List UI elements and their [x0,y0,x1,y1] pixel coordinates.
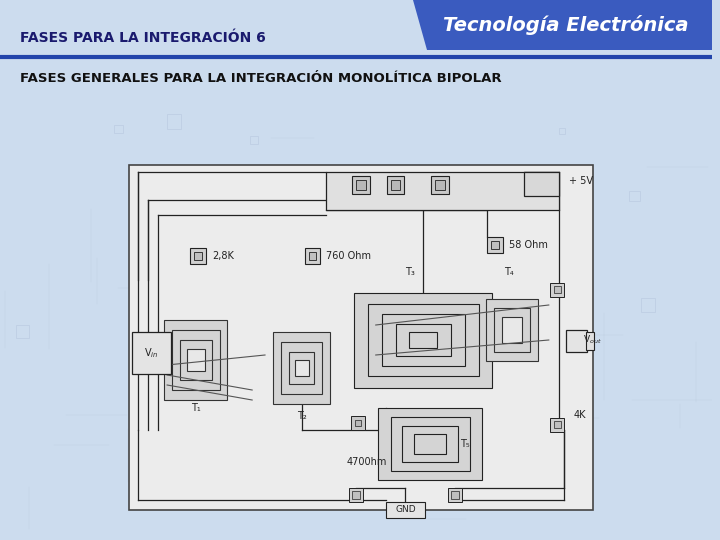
Bar [387,176,405,194]
Bar [172,330,220,390]
Text: T₁: T₁ [191,403,201,413]
Bar [352,176,370,194]
Bar [355,420,361,426]
Bar [448,488,462,502]
Bar [326,172,559,210]
Bar [586,332,594,350]
Bar [281,342,323,394]
Bar [194,252,202,260]
Bar [559,129,565,134]
Bar [495,308,530,352]
Bar [642,298,655,312]
Polygon shape [413,0,712,50]
Bar [390,180,400,190]
Text: 4K: 4K [574,410,586,420]
Bar [498,457,505,464]
Text: T₂: T₂ [297,411,307,421]
Bar [382,314,464,366]
Bar [566,330,588,352]
Text: FASES PARA LA INTEGRACIÓN 6: FASES PARA LA INTEGRACIÓN 6 [19,31,266,45]
Bar [524,172,559,196]
Bar [129,165,593,510]
Text: V$_{out}$: V$_{out}$ [583,334,602,346]
Bar [629,191,639,201]
Bar [410,332,437,348]
Bar [16,325,29,338]
Text: 58 Ohm: 58 Ohm [509,240,548,250]
Bar [114,125,122,133]
Bar [503,317,522,343]
Bar [251,136,258,144]
Bar [294,360,308,376]
Bar [296,165,305,174]
Bar [409,496,424,511]
Bar [431,176,449,194]
Bar [451,491,459,499]
Text: T₄: T₄ [505,267,514,277]
Bar [402,426,458,462]
Text: T₅: T₅ [460,439,469,449]
Text: FASES GENERALES PARA LA INTEGRACIÓN MONOLÍTICA BIPOLAR: FASES GENERALES PARA LA INTEGRACIÓN MONO… [19,71,501,84]
Bar [390,417,469,471]
Bar [487,237,503,253]
Bar [368,304,479,376]
Text: V$_{in}$: V$_{in}$ [144,346,158,360]
Bar [550,283,564,297]
Bar [190,179,204,194]
Bar [554,421,561,428]
Bar [414,434,446,454]
Bar [378,408,482,480]
Bar [164,320,228,400]
Bar [180,340,212,380]
Bar [352,491,360,499]
Bar [435,180,445,190]
Bar [351,416,365,430]
Bar [460,441,472,453]
Bar [492,241,500,249]
Text: GND: GND [395,505,415,515]
Bar [349,488,363,502]
Text: T₃: T₃ [405,267,415,277]
Bar [395,324,451,356]
Bar [541,461,548,468]
Bar [273,332,330,404]
Bar [132,332,171,374]
Bar [386,502,426,518]
Bar [554,286,561,293]
Bar [305,248,320,264]
Text: 2,8K: 2,8K [212,251,235,261]
Text: 4700hm: 4700hm [346,457,387,467]
Bar [356,180,366,190]
Bar [487,299,538,361]
Bar [289,352,315,384]
Bar [354,293,492,388]
Bar [308,252,316,260]
Bar [190,248,206,264]
Text: 760 Ohm: 760 Ohm [326,251,372,261]
Bar [550,418,564,432]
Bar [155,346,163,353]
Bar [167,114,181,129]
Bar [187,349,204,371]
Text: Tecnología Electrónica: Tecnología Electrónica [443,15,688,35]
Text: + 5V: + 5V [569,176,593,186]
Bar [369,437,384,453]
